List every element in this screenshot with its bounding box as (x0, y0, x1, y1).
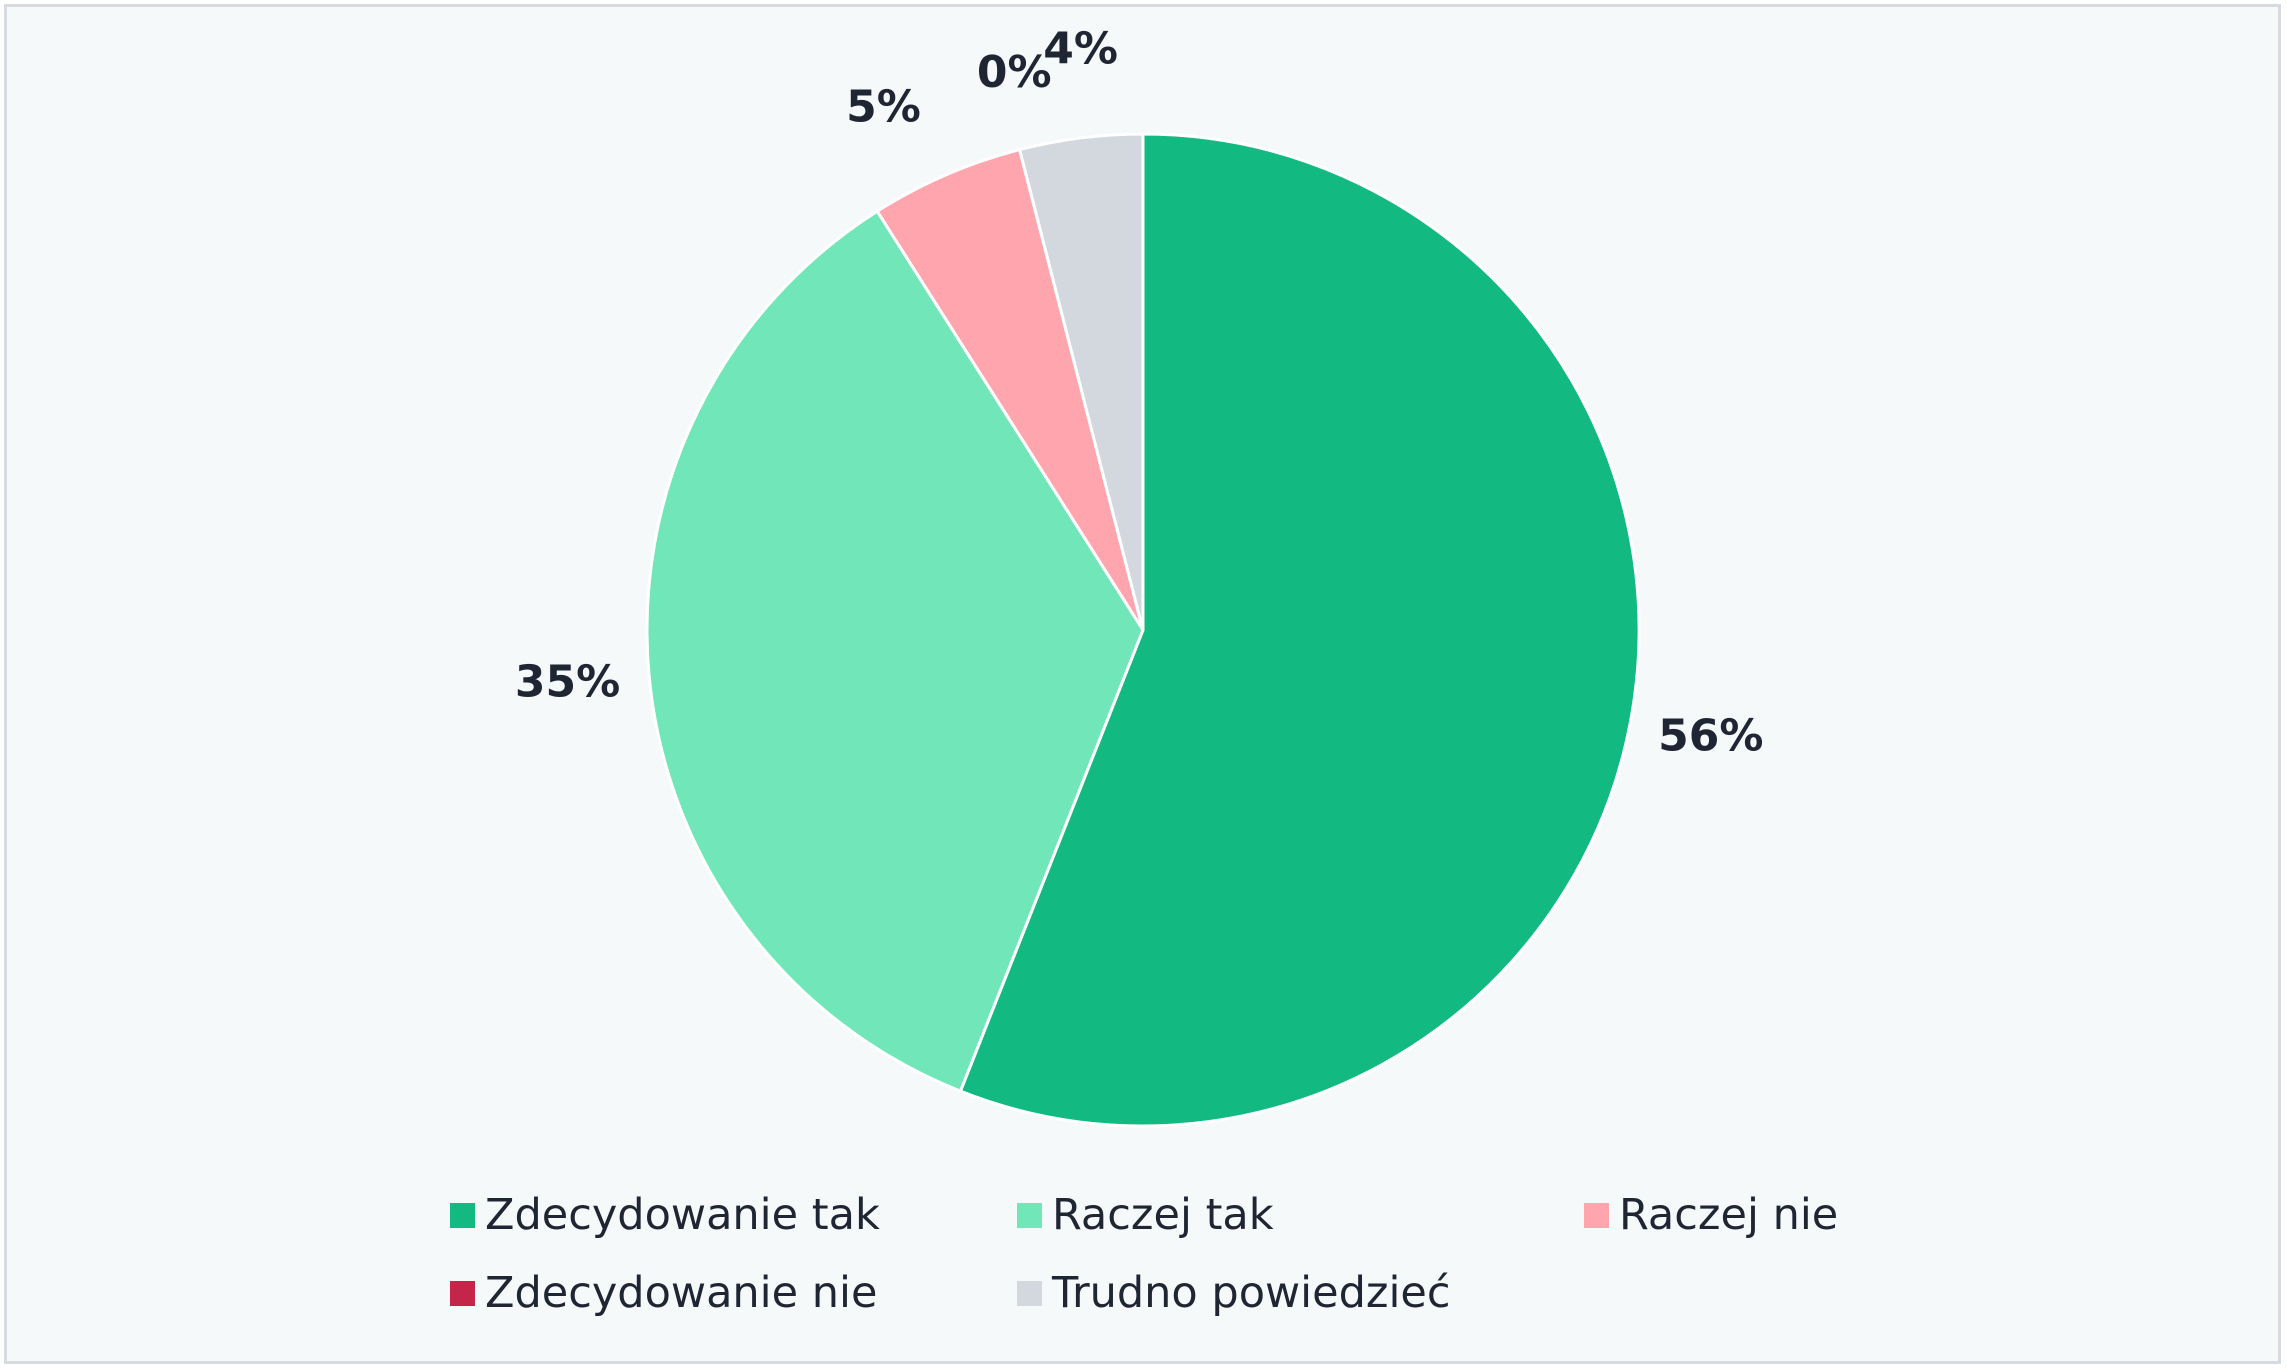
legend-item-zdecydowanie-nie: Zdecydowanie nie (450, 1263, 877, 1323)
legend-swatch (1584, 1202, 1609, 1228)
legend-label: Zdecydowanie nie (485, 1268, 878, 1318)
legend-label: Raczej tak (1052, 1190, 1274, 1240)
legend-item-trudno-powiedziec: Trudno powiedzieć (1017, 1263, 1451, 1323)
pie-slice-labels: 56% 35% 5% 0%4% (515, 24, 1764, 762)
legend-item-zdecydowanie-tak: Zdecydowanie tak (450, 1185, 880, 1245)
pie-slice-raczej-tak (645, 209, 1145, 1093)
pie-slice-raczej-nie (875, 148, 1145, 632)
legend-swatch (450, 1280, 475, 1306)
legend-label: Raczej nie (1619, 1190, 1839, 1240)
legend-label: Zdecydowanie tak (485, 1190, 880, 1240)
legend-item-raczej-nie: Raczej nie (1584, 1185, 1838, 1245)
legend-swatch (450, 1202, 475, 1228)
slice-label-zdecydowanie-nie: 0% (977, 47, 1052, 98)
pie-slice-zdecydowanie-tak (958, 132, 1641, 1128)
legend-label: Trudno powiedzieć (1052, 1268, 1451, 1318)
slice-label-zdecydowanie-tak: 56% (1658, 710, 1763, 761)
slice-label-raczej-tak: 35% (515, 656, 620, 707)
slice-label-raczej-nie: 5% (846, 82, 921, 133)
legend-swatch (1017, 1280, 1042, 1306)
pie-slice-trudno-powiedziec (1018, 132, 1145, 632)
slice-label-trudno-powiedziec: 4% (1043, 24, 1118, 75)
legend-swatch (1017, 1202, 1042, 1228)
legend-item-raczej-tak: Raczej tak (1017, 1185, 1274, 1245)
pie-slices (645, 132, 1641, 1128)
